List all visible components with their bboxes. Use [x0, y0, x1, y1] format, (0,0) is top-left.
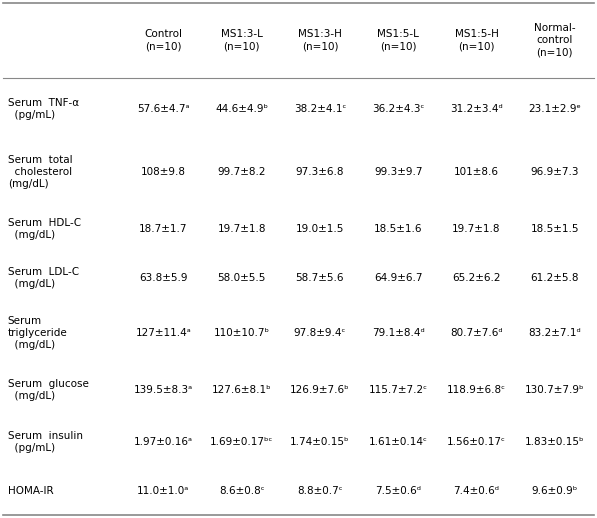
Text: 139.5±8.3ᵃ: 139.5±8.3ᵃ [134, 385, 193, 395]
Text: 130.7±7.9ᵇ: 130.7±7.9ᵇ [525, 385, 584, 395]
Text: 38.2±4.1ᶜ: 38.2±4.1ᶜ [294, 104, 346, 114]
Text: 110±10.7ᵇ: 110±10.7ᵇ [214, 328, 270, 338]
Text: 101±8.6: 101±8.6 [454, 167, 499, 177]
Text: 97.8±9.4ᶜ: 97.8±9.4ᶜ [294, 328, 346, 338]
Text: 8.8±0.7ᶜ: 8.8±0.7ᶜ [297, 486, 343, 496]
Text: 118.9±6.8ᶜ: 118.9±6.8ᶜ [447, 385, 506, 395]
Text: Serum  insulin
  (pg/mL): Serum insulin (pg/mL) [8, 430, 83, 453]
Text: 19.0±1.5: 19.0±1.5 [296, 224, 344, 234]
Text: 127±11.4ᵃ: 127±11.4ᵃ [136, 328, 191, 338]
Text: 1.97±0.16ᵃ: 1.97±0.16ᵃ [134, 437, 193, 447]
Text: 9.6±0.9ᵇ: 9.6±0.9ᵇ [532, 486, 578, 496]
Text: 1.83±0.15ᵇ: 1.83±0.15ᵇ [525, 437, 584, 447]
Text: 1.74±0.15ᵇ: 1.74±0.15ᵇ [290, 437, 350, 447]
Text: HOMA-IR: HOMA-IR [8, 486, 53, 496]
Text: 99.3±9.7: 99.3±9.7 [374, 167, 423, 177]
Text: 44.6±4.9ᵇ: 44.6±4.9ᵇ [215, 104, 268, 114]
Text: 99.7±8.2: 99.7±8.2 [217, 167, 266, 177]
Text: Normal-
control
(n=10): Normal- control (n=10) [534, 23, 576, 57]
Text: MS1:3-L
(n=10): MS1:3-L (n=10) [221, 30, 263, 51]
Text: 18.5±1.5: 18.5±1.5 [531, 224, 579, 234]
Text: 97.3±6.8: 97.3±6.8 [296, 167, 344, 177]
Text: Serum  LDL-C
  (mg/dL): Serum LDL-C (mg/dL) [8, 267, 79, 289]
Text: 1.56±0.17ᶜ: 1.56±0.17ᶜ [447, 437, 506, 447]
Text: 83.2±7.1ᵈ: 83.2±7.1ᵈ [528, 328, 581, 338]
Text: 126.9±7.6ᵇ: 126.9±7.6ᵇ [290, 385, 350, 395]
Text: 1.61±0.14ᶜ: 1.61±0.14ᶜ [369, 437, 427, 447]
Text: 11.0±1.0ᵃ: 11.0±1.0ᵃ [137, 486, 189, 496]
Text: 1.69±0.17ᵇᶜ: 1.69±0.17ᵇᶜ [210, 437, 273, 447]
Text: Serum  HDL-C
  (mg/dL): Serum HDL-C (mg/dL) [8, 218, 81, 239]
Text: Serum
triglyceride
  (mg/dL): Serum triglyceride (mg/dL) [8, 316, 67, 350]
Text: 80.7±7.6ᵈ: 80.7±7.6ᵈ [450, 328, 503, 338]
Text: 8.6±0.8ᶜ: 8.6±0.8ᶜ [219, 486, 264, 496]
Text: 36.2±4.3ᶜ: 36.2±4.3ᶜ [372, 104, 424, 114]
Text: 58.0±5.5: 58.0±5.5 [217, 273, 266, 283]
Text: 7.4±0.6ᵈ: 7.4±0.6ᵈ [454, 486, 500, 496]
Text: 61.2±5.8: 61.2±5.8 [531, 273, 579, 283]
Text: 63.8±5.9: 63.8±5.9 [139, 273, 187, 283]
Text: 64.9±6.7: 64.9±6.7 [374, 273, 423, 283]
Text: 108±9.8: 108±9.8 [141, 167, 186, 177]
Text: 7.5±0.6ᵈ: 7.5±0.6ᵈ [376, 486, 421, 496]
Text: 19.7±1.8: 19.7±1.8 [453, 224, 501, 234]
Text: 18.7±1.7: 18.7±1.7 [139, 224, 187, 234]
Text: Serum  glucose
  (mg/dL): Serum glucose (mg/dL) [8, 379, 88, 401]
Text: Serum  TNF-α
  (pg/mL): Serum TNF-α (pg/mL) [8, 98, 79, 120]
Text: 19.7±1.8: 19.7±1.8 [217, 224, 266, 234]
Text: 115.7±7.2ᶜ: 115.7±7.2ᶜ [369, 385, 427, 395]
Text: MS1:5-L
(n=10): MS1:5-L (n=10) [377, 30, 419, 51]
Text: 79.1±8.4ᵈ: 79.1±8.4ᵈ [372, 328, 424, 338]
Text: 57.6±4.7ᵃ: 57.6±4.7ᵃ [137, 104, 190, 114]
Text: 23.1±2.9ᵉ: 23.1±2.9ᵉ [528, 104, 581, 114]
Text: Serum  total
  cholesterol
(mg/dL): Serum total cholesterol (mg/dL) [8, 155, 72, 189]
Text: 58.7±5.6: 58.7±5.6 [296, 273, 344, 283]
Text: MS1:3-H
(n=10): MS1:3-H (n=10) [298, 30, 342, 51]
Text: MS1:5-H
(n=10): MS1:5-H (n=10) [454, 30, 498, 51]
Text: 18.5±1.6: 18.5±1.6 [374, 224, 423, 234]
Text: 31.2±3.4ᵈ: 31.2±3.4ᵈ [450, 104, 503, 114]
Text: 127.6±8.1ᵇ: 127.6±8.1ᵇ [212, 385, 272, 395]
Text: 96.9±7.3: 96.9±7.3 [531, 167, 579, 177]
Text: 65.2±6.2: 65.2±6.2 [453, 273, 501, 283]
Text: Control
(n=10): Control (n=10) [144, 30, 182, 51]
